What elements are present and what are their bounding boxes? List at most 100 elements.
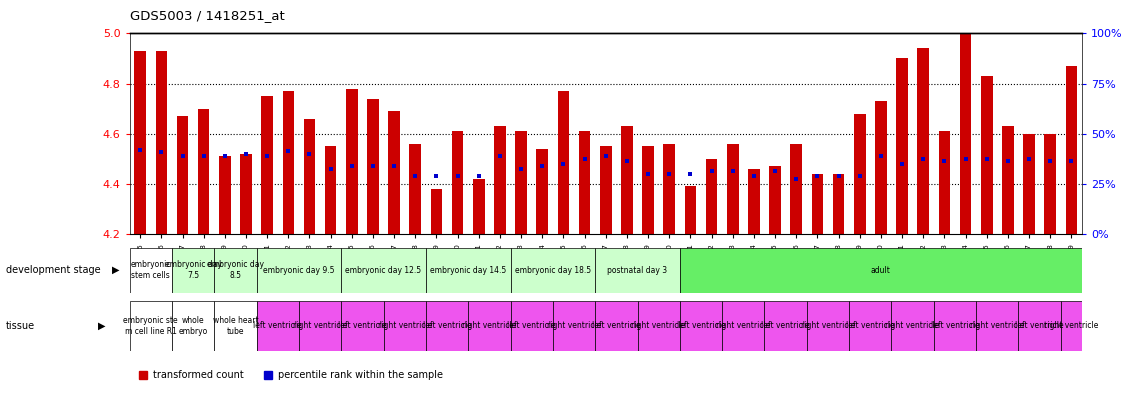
Point <box>1020 156 1038 162</box>
Text: left ventricle: left ventricle <box>254 321 302 331</box>
Bar <box>595 248 680 293</box>
Text: right ventricle: right ventricle <box>801 321 855 331</box>
Bar <box>748 169 760 234</box>
Bar <box>367 99 379 234</box>
Text: right ventricle: right ventricle <box>886 321 940 331</box>
Bar <box>770 166 781 234</box>
Bar <box>409 144 421 234</box>
Text: left ventricle: left ventricle <box>846 321 895 331</box>
Text: tissue: tissue <box>6 321 35 331</box>
Bar <box>511 301 553 351</box>
Point <box>216 153 234 159</box>
Point <box>788 176 806 182</box>
Bar <box>727 144 738 234</box>
Text: right ventricle: right ventricle <box>462 321 516 331</box>
Bar <box>1065 66 1077 234</box>
Point <box>258 153 276 159</box>
Point <box>914 156 932 162</box>
Point <box>131 147 149 153</box>
Bar <box>257 248 341 293</box>
Bar <box>341 248 426 293</box>
Point <box>702 168 720 174</box>
Bar <box>473 179 485 234</box>
Point <box>385 163 403 169</box>
Bar <box>764 301 807 351</box>
Bar <box>130 248 172 293</box>
Bar <box>854 114 866 234</box>
Point <box>851 173 869 179</box>
Bar <box>452 131 463 234</box>
Point <box>533 163 551 169</box>
Text: right ventricle: right ventricle <box>970 321 1024 331</box>
Text: embryonic ste
m cell line R1: embryonic ste m cell line R1 <box>124 316 178 336</box>
Bar <box>579 131 591 234</box>
Text: left ventricle: left ventricle <box>1015 321 1064 331</box>
Point <box>893 160 911 167</box>
Bar <box>939 131 950 234</box>
Point <box>364 163 382 169</box>
Point <box>957 156 975 162</box>
Text: postnatal day 3: postnatal day 3 <box>607 266 667 275</box>
Point <box>407 173 425 179</box>
Point <box>978 156 996 162</box>
Bar <box>214 301 257 351</box>
Text: whole
embryo: whole embryo <box>178 316 207 336</box>
Bar <box>431 189 442 234</box>
Bar <box>680 301 722 351</box>
Text: embryonic day 14.5: embryonic day 14.5 <box>431 266 506 275</box>
Text: GDS5003 / 1418251_at: GDS5003 / 1418251_at <box>130 9 284 22</box>
Point <box>1063 158 1081 164</box>
Bar <box>172 248 214 293</box>
Bar <box>341 301 383 351</box>
Point <box>829 173 848 179</box>
Point <box>491 153 509 159</box>
Bar <box>621 126 632 234</box>
Point <box>174 153 192 159</box>
Text: right ventricle: right ventricle <box>631 321 686 331</box>
Bar <box>325 146 337 234</box>
Point <box>618 158 636 164</box>
Point <box>321 165 339 172</box>
Bar <box>600 146 612 234</box>
Bar <box>1023 134 1035 234</box>
Bar <box>684 186 696 234</box>
Text: left ventricle: left ventricle <box>931 321 979 331</box>
Bar <box>706 159 718 234</box>
Point <box>935 158 953 164</box>
Bar <box>303 119 316 234</box>
Point <box>195 153 213 159</box>
Point <box>639 171 657 177</box>
Point <box>576 156 594 162</box>
Text: left ventricle: left ventricle <box>676 321 726 331</box>
Bar <box>1002 126 1013 234</box>
Bar <box>680 248 1082 293</box>
Bar <box>891 301 934 351</box>
Bar <box>664 144 675 234</box>
Bar <box>299 301 341 351</box>
Bar <box>1019 301 1061 351</box>
Bar <box>130 301 172 351</box>
Bar <box>642 146 654 234</box>
Bar <box>240 154 251 234</box>
Text: ▶: ▶ <box>113 265 119 275</box>
Bar <box>722 301 764 351</box>
Bar <box>214 248 257 293</box>
Bar <box>638 301 680 351</box>
Bar <box>875 101 887 234</box>
Text: left ventricle: left ventricle <box>592 321 640 331</box>
Bar <box>536 149 548 234</box>
Bar <box>389 111 400 234</box>
Point <box>343 163 361 169</box>
Text: left ventricle: left ventricle <box>507 321 556 331</box>
Bar <box>807 301 849 351</box>
Bar <box>383 301 426 351</box>
Text: right ventricle: right ventricle <box>547 321 601 331</box>
Point <box>660 171 678 177</box>
Bar <box>283 91 294 234</box>
Point <box>1041 158 1059 164</box>
Bar <box>198 108 210 234</box>
Text: left ventricle: left ventricle <box>338 321 387 331</box>
Bar <box>515 131 527 234</box>
Point <box>724 168 742 174</box>
Bar <box>960 33 971 234</box>
